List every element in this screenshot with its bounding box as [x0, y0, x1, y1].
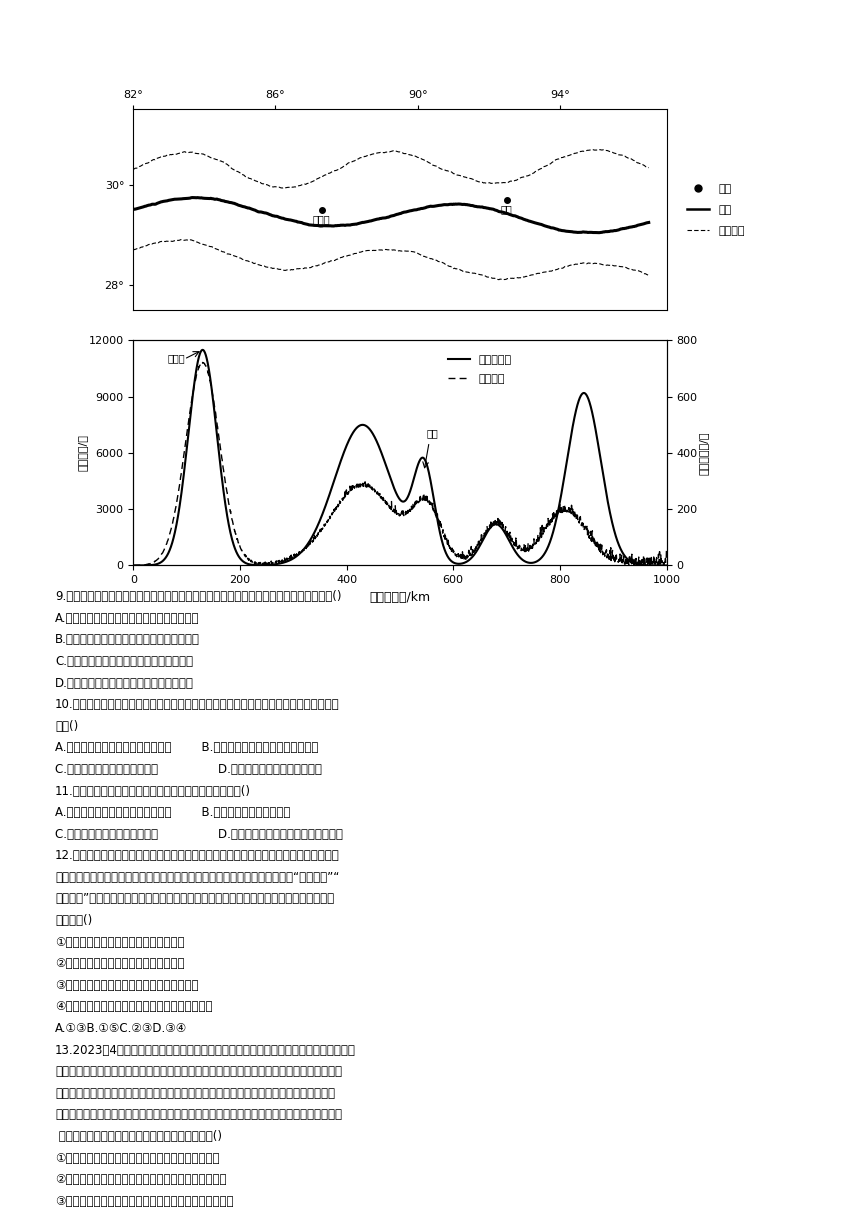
- X-axis label: 向下游距离/km: 向下游距离/km: [369, 591, 431, 603]
- Text: 加查: 加查: [426, 428, 438, 438]
- Text: ④改革开放是吉林省各个领域取得成就的决定因素: ④改革开放是吉林省各个领域取得成就的决定因素: [55, 1001, 212, 1013]
- Text: ①为发展当代中国的马克思主义做出了原创性的贡献: ①为发展当代中国的马克思主义做出了原创性的贡献: [55, 1152, 219, 1165]
- Text: ③体现了中国制度的自信，是中国制度优越性的重要保障: ③体现了中国制度的自信，是中国制度优越性的重要保障: [55, 1195, 234, 1207]
- Text: C.季节性暴雨，流水冲刷作用强                D.夏季冰川融水多，携带能力强: C.季节性暴雨，流水冲刷作用强 D.夏季冰川融水多，携带能力强: [55, 762, 322, 776]
- Text: 这是因为(): 这是因为(): [55, 914, 92, 927]
- Y-axis label: 沉积物厚度/目: 沉积物厚度/目: [698, 432, 709, 474]
- Text: ②为发展中国家走向现代化提供了解决问题的具体方法: ②为发展中国家走向现代化提供了解决问题的具体方法: [55, 1173, 227, 1187]
- Text: 源于(): 源于(): [55, 720, 78, 733]
- Text: 借港出海”等战略举措的实施，助推吉林省乃至东北地区向东进入日本海，拓展国际合作。: 借港出海”等战略举措的实施，助推吉林省乃至东北地区向东进入日本海，拓展国际合作。: [55, 893, 335, 906]
- Text: C.加大了南北自然带的明显差异                D.利于青藏高原物资通过水运出口南亚: C.加大了南北自然带的明显差异 D.利于青藏高原物资通过水运出口南亚: [55, 828, 343, 840]
- Y-axis label: 河谷宽度/目: 河谷宽度/目: [77, 434, 87, 472]
- Text: A.峡谷地段地壳抬升速率快，河流下蚊能力强: A.峡谷地段地壳抬升速率快，河流下蚊能力强: [55, 612, 200, 625]
- Text: ③改革开放是实现吉林省稳步发展的必由之路: ③改革开放是实现吉林省稳步发展的必由之路: [55, 979, 199, 992]
- Text: 12.面向大海，开窗风来。近几年来，吉林省始终把实施长吉图战略作为党中央赋予吉林的: 12.面向大海，开窗风来。近几年来，吉林省始终把实施长吉图战略作为党中央赋予吉林…: [55, 849, 340, 862]
- Text: 来，吉林研究制定全省第一批主题教育方案，通盘考虑各项工作任务，明确时间表、任务书、: 来，吉林研究制定全省第一批主题教育方案，通盘考虑各项工作任务，明确时间表、任务书…: [55, 1065, 342, 1079]
- Text: 重大使命，在省内，长春、吉林、延边、珲春协同发展，在省际、国际层面，“东联西进”“: 重大使命，在省内，长春、吉林、延边、珲春协同发展，在省际、国际层面，“东联西进”…: [55, 871, 340, 884]
- Text: ①改革开放是推动吉林省发展的根本动力: ①改革开放是推动吉林省发展的根本动力: [55, 935, 185, 948]
- Text: 加查: 加查: [501, 204, 513, 214]
- Text: 11.雅鲁藏布江大峡谷对区域地理环境的影响说法正确的是(): 11.雅鲁藏布江大峡谷对区域地理环境的影响说法正确的是(): [55, 784, 251, 798]
- Legend: 沉积物厚度, 河谷宽度: 沉积物厚度, 河谷宽度: [443, 350, 517, 388]
- Text: A.①③B.①⑤C.②③D.③④: A.①③B.①⑤C.②③D.③④: [55, 1021, 187, 1035]
- Text: B.峡谷地段地壳抬升速率快，河流堆积能力强: B.峡谷地段地壳抬升速率快，河流堆积能力强: [55, 634, 200, 647]
- Text: A.使青藏高原西南部形成丰富的降水        B.推动气候带、生物带北移: A.使青藏高原西南部形成丰富的降水 B.推动气候带、生物带北移: [55, 806, 291, 820]
- Text: C.宽谷段地壳抬升速率快，河流下蚊能力强: C.宽谷段地壳抬升速率快，河流下蚊能力强: [55, 655, 194, 668]
- Text: 13.2023年4月，自学习贯彻习近平新时代中国特色社会主义思想主题教育工作会议召开以: 13.2023年4月，自学习贯彻习近平新时代中国特色社会主义思想主题教育工作会议…: [55, 1043, 356, 1057]
- Legend: 城镇, 河流, 流域界线: 城镇, 河流, 流域界线: [683, 179, 749, 241]
- Text: 10.雅鲁藏布江干流加查以下河段沿岐山体泥石流现象多发，产生泥石流的松散物质主要来: 10.雅鲁藏布江干流加查以下河段沿岐山体泥石流现象多发，产生泥石流的松散物质主要…: [55, 698, 340, 711]
- Text: 下列关于习近平新时代社会主义思想表述正确的是(): 下列关于习近平新时代社会主义思想表述正确的是(): [55, 1130, 222, 1143]
- Text: A.当地地震多发，岐石断裂发育形成        B.季节性干旱气候，风力堆积作用强: A.当地地震多发，岐石断裂发育形成 B.季节性干旱气候，风力堆积作用强: [55, 742, 318, 754]
- Text: D.宽谷段地壳抬升速率快，河流堆积能力强: D.宽谷段地壳抬升速率快，河流堆积能力强: [55, 676, 194, 689]
- Text: 融合、一体推进，把学习成果转化为坚定理想、锋炼党性和指导实践、推动工作的强大力量。: 融合、一体推进，把学习成果转化为坚定理想、锋炼党性和指导实践、推动工作的强大力量…: [55, 1109, 342, 1121]
- Text: 谢通门: 谢通门: [167, 353, 185, 362]
- Text: 谢通门: 谢通门: [313, 214, 330, 224]
- Text: ②改革开放是决定吉林省命运的关键抉择: ②改革开放是决定吉林省命运的关键抉择: [55, 957, 185, 970]
- Text: 9.下列对雅鲁藏布江干流宽谷段和峡谷段地壳抬升速度差异及主要外力作用说法正确的是(): 9.下列对雅鲁藏布江干流宽谷段和峡谷段地壳抬升速度差异及主要外力作用说法正确的是…: [55, 590, 341, 603]
- Text: 路线图，切实把理论学习、调查研究、推动发展、检视整改、建章立制贯通起来，做到有机: 路线图，切实把理论学习、调查研究、推动发展、检视整改、建章立制贯通起来，做到有机: [55, 1087, 335, 1099]
